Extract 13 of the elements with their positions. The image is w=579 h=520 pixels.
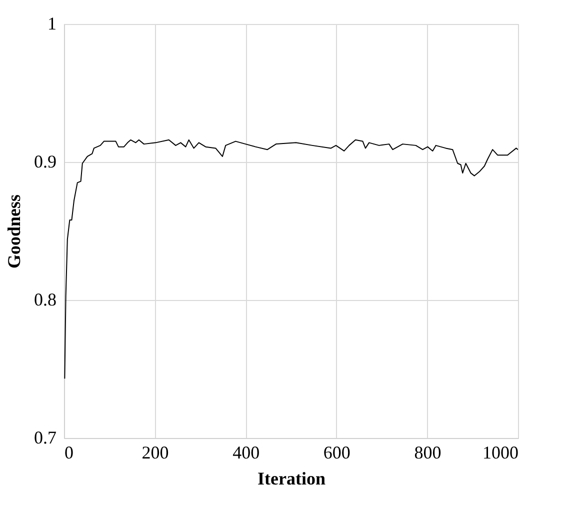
y-axis-title: Goodness xyxy=(4,194,24,269)
y-tick-label: 0.7 xyxy=(34,428,56,448)
x-tick-label: 200 xyxy=(142,442,169,462)
x-axis-title: Iteration xyxy=(258,468,326,488)
y-tick-label: 0.9 xyxy=(34,152,56,172)
x-tick-label: 1000 xyxy=(482,442,518,462)
x-tick-label: 600 xyxy=(323,442,350,462)
line-series xyxy=(64,139,518,380)
x-tick-label: 0 xyxy=(64,442,74,462)
x-tick-label: 400 xyxy=(232,442,260,462)
y-tick-label: 0.8 xyxy=(34,290,56,310)
y-tick-label: 1 xyxy=(48,14,56,34)
x-tick-label: 800 xyxy=(414,442,442,462)
